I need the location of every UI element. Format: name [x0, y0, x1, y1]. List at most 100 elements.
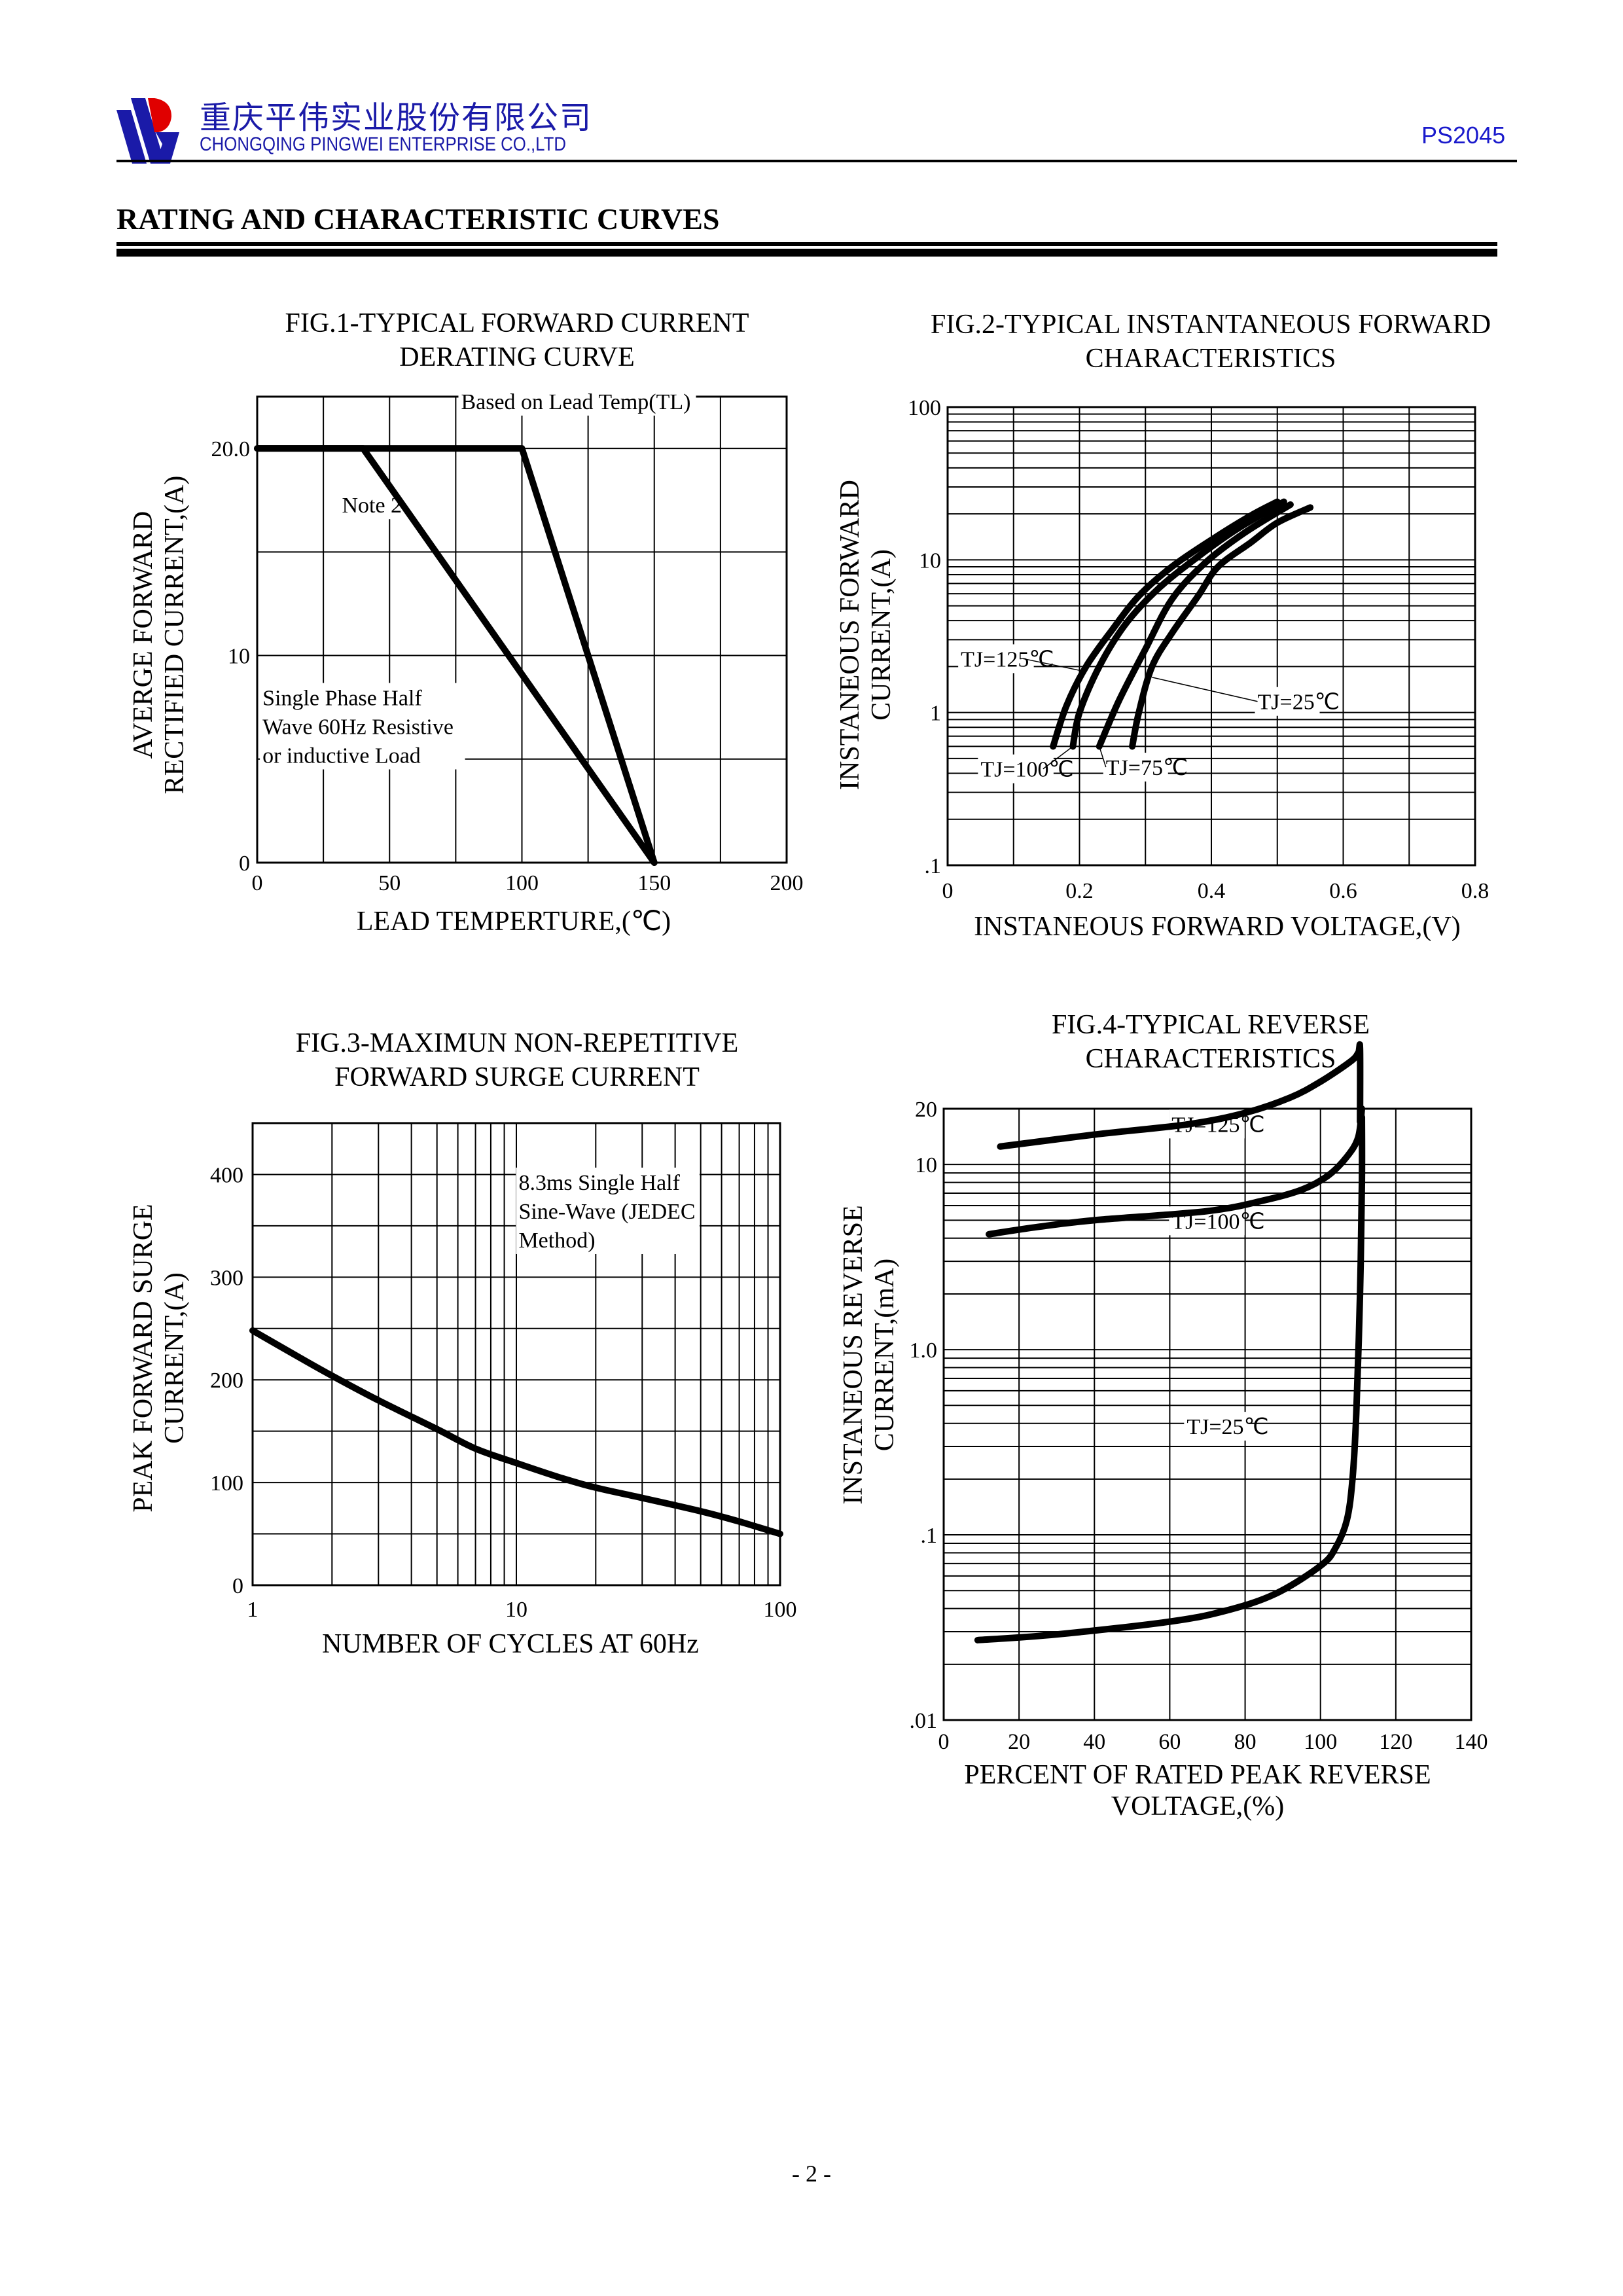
fig1-annotation-line: Based on Lead Temp(TL): [461, 390, 690, 414]
company-name-cn: 重庆平伟实业股份有限公司: [200, 99, 593, 136]
fig1-y-tick-label: 10: [228, 645, 250, 669]
fig2-x-tick-label: 0.8: [1461, 879, 1489, 903]
page-number: - 2 -: [792, 2161, 831, 2187]
fig3-title-line-1: FIG.3-MAXIMUN NON-REPETITIVE: [295, 1028, 739, 1058]
fig1-annotation-2: Single Phase Half Wave 60Hz Resistive or i…: [262, 687, 454, 768]
fig2-series-0: [1050, 498, 1281, 750]
fig4-y-tick-label: 1.0: [910, 1338, 938, 1363]
fig1-y-tick-label: 0: [239, 852, 250, 876]
logo-blue-stroke-right: [156, 132, 179, 164]
fig2-y-tick-label: 1: [930, 702, 941, 726]
fig1-x-tick-label: 150: [637, 871, 671, 895]
fig2-series-2: [1096, 501, 1294, 750]
fig2-annotation-bg: [1255, 687, 1320, 716]
fig2-plot-frame: [946, 406, 1476, 867]
fig1-annotation-line: Single Phase Half: [262, 687, 422, 711]
fig3-y-tick-label: 200: [210, 1369, 243, 1393]
fig2-x-tick-label: 0.6: [1329, 879, 1357, 903]
fig4-y-tick-label: 10: [915, 1153, 937, 1177]
fig1-title-line-2: DERATING CURVE: [399, 342, 635, 372]
fig3-annotation-bg: [516, 1167, 700, 1254]
fig4-y-tick-label: .01: [910, 1709, 938, 1733]
fig3-title: FIG.3-MAXIMUN NON-REPETITIVE FORWARD SUR…: [196, 1026, 838, 1094]
fig2-x-tick-label: 0.4: [1198, 879, 1226, 903]
fig3-y-tick-label: 300: [210, 1266, 243, 1290]
fig1-annotation-1: Note 2: [342, 493, 402, 518]
fig4-title-line-2: CHARACTERISTICS: [1085, 1044, 1336, 1074]
fig4-ylabel-line-2: CURRENT,(mA): [870, 1258, 900, 1452]
fig2-y-tick-label: 10: [919, 548, 941, 573]
fig1-annotation-line: Note 2: [342, 493, 402, 518]
fig4-x-tick-label: 140: [1455, 1730, 1488, 1754]
fig4-x-tick-label: 100: [1304, 1730, 1337, 1754]
fig2-title-line-1: FIG.2-TYPICAL INSTANTANEOUS FORWARD: [930, 310, 1491, 340]
fig1-y-tick-label: 20.0: [211, 437, 251, 461]
fig2-annotation-leader: [1023, 658, 1086, 673]
fig3-plot-frame: [251, 1122, 781, 1587]
fig4-xlabel: PERCENT OF RATED PEAK REVERSE VOLTAGE,(%…: [916, 1759, 1479, 1822]
fig2-y-tick-label: .1: [925, 854, 942, 878]
fig3-title-line-2: FORWARD SURGE CURRENT: [334, 1062, 700, 1092]
fig4-annotation-2: TJ=25℃: [1186, 1415, 1268, 1439]
fig4-x-tick-label: 40: [1083, 1730, 1105, 1754]
fig4-x-tick-label: 120: [1379, 1730, 1412, 1754]
fig4-series-0: [997, 1041, 1364, 1150]
fig1-annotation-bg: [458, 386, 696, 416]
fig1-x-tick-label: 50: [378, 871, 401, 895]
fig2-annotation-leader: [1043, 745, 1073, 770]
fig3-y-tick-label: 400: [210, 1163, 243, 1187]
fig1-x-tick-label: 200: [770, 871, 804, 895]
fig3-xlabel: NUMBER OF CYCLES AT 60Hz: [322, 1629, 699, 1659]
section-divider-thin: [116, 242, 1497, 246]
fig2-x-tick-label: 0: [942, 879, 954, 903]
fig4-ylabel-line-1: INSTANEOUS REVERSE: [838, 1205, 868, 1505]
fig3-x-tick-label: 10: [505, 1598, 527, 1622]
fig2-annotation-bg: [958, 644, 1034, 673]
fig2-annotation-bg: [978, 754, 1054, 783]
fig4-series-1: [986, 1105, 1366, 1238]
fig2-title-line-2: CHARACTERISTICS: [1085, 344, 1336, 374]
fig2-title: FIG.2-TYPICAL INSTANTANEOUS FORWARD CHAR…: [897, 308, 1525, 376]
fig4-ylabel: INSTANEOUS REVERSE CURRENT,(mA): [838, 1191, 903, 1518]
fig3-x-tick-label: 100: [764, 1598, 797, 1622]
part-number: PS2045: [1421, 122, 1506, 149]
fig2-annotation-2: TJ=100℃: [980, 758, 1073, 782]
fig4-annotation-line: TJ=25℃: [1186, 1415, 1268, 1439]
fig4-y-tick-label: 20: [915, 1098, 937, 1122]
fig4-annotation-bg: [1184, 1412, 1249, 1441]
fig3-x-tick-label: 1: [247, 1598, 259, 1622]
fig4-title-line-1: FIG.4-TYPICAL REVERSE: [1051, 1010, 1370, 1040]
fig4-xlabel-line-1: PERCENT OF RATED PEAK REVERSE: [964, 1760, 1431, 1790]
fig2-annotation-line: TJ=25℃: [1258, 691, 1340, 715]
fig1-annotation-bg: [260, 683, 465, 770]
fig1-series-1: [254, 445, 658, 866]
fig1-annotation-0: Based on Lead Temp(TL): [461, 390, 690, 414]
fig2-annotation-line: TJ=75℃: [1106, 756, 1188, 780]
fig3-annotation-0: 8.3ms Single Half Sine-Wave (JEDEC Method): [518, 1171, 695, 1253]
fig2-series-1: [1069, 498, 1287, 750]
fig2-annotation-bg: [1103, 753, 1168, 782]
section-divider-thick: [116, 249, 1497, 257]
fig3-y-tick-label: 100: [210, 1471, 243, 1496]
fig2-y-tick-label: 100: [908, 396, 941, 420]
fig2-xlabel: INSTANEOUS FORWARD VOLTAGE,(V): [974, 912, 1461, 942]
fig4-x-tick-label: 60: [1158, 1730, 1181, 1754]
logo-blue-stroke-mid: [131, 98, 165, 164]
logo-red-arc: [148, 98, 171, 132]
fig2-x-tick-label: 0.2: [1065, 879, 1094, 903]
fig1-x-tick-label: 0: [252, 871, 263, 895]
fig2-annotation-line: TJ=125℃: [961, 647, 1054, 672]
fig3-grid: [251, 1122, 781, 1587]
fig4-x-tick-label: 0: [938, 1730, 950, 1754]
fig4-x-tick-label: 80: [1234, 1730, 1257, 1754]
fig1-x-tick-label: 100: [505, 871, 539, 895]
fig2-annotation-leader: [1152, 677, 1258, 702]
fig2-series-3: [1129, 504, 1314, 750]
fig4-x-tick-label: 20: [1008, 1730, 1030, 1754]
fig4-xlabel-line-2: VOLTAGE,(%): [1111, 1791, 1285, 1821]
header-divider: [116, 160, 1517, 162]
